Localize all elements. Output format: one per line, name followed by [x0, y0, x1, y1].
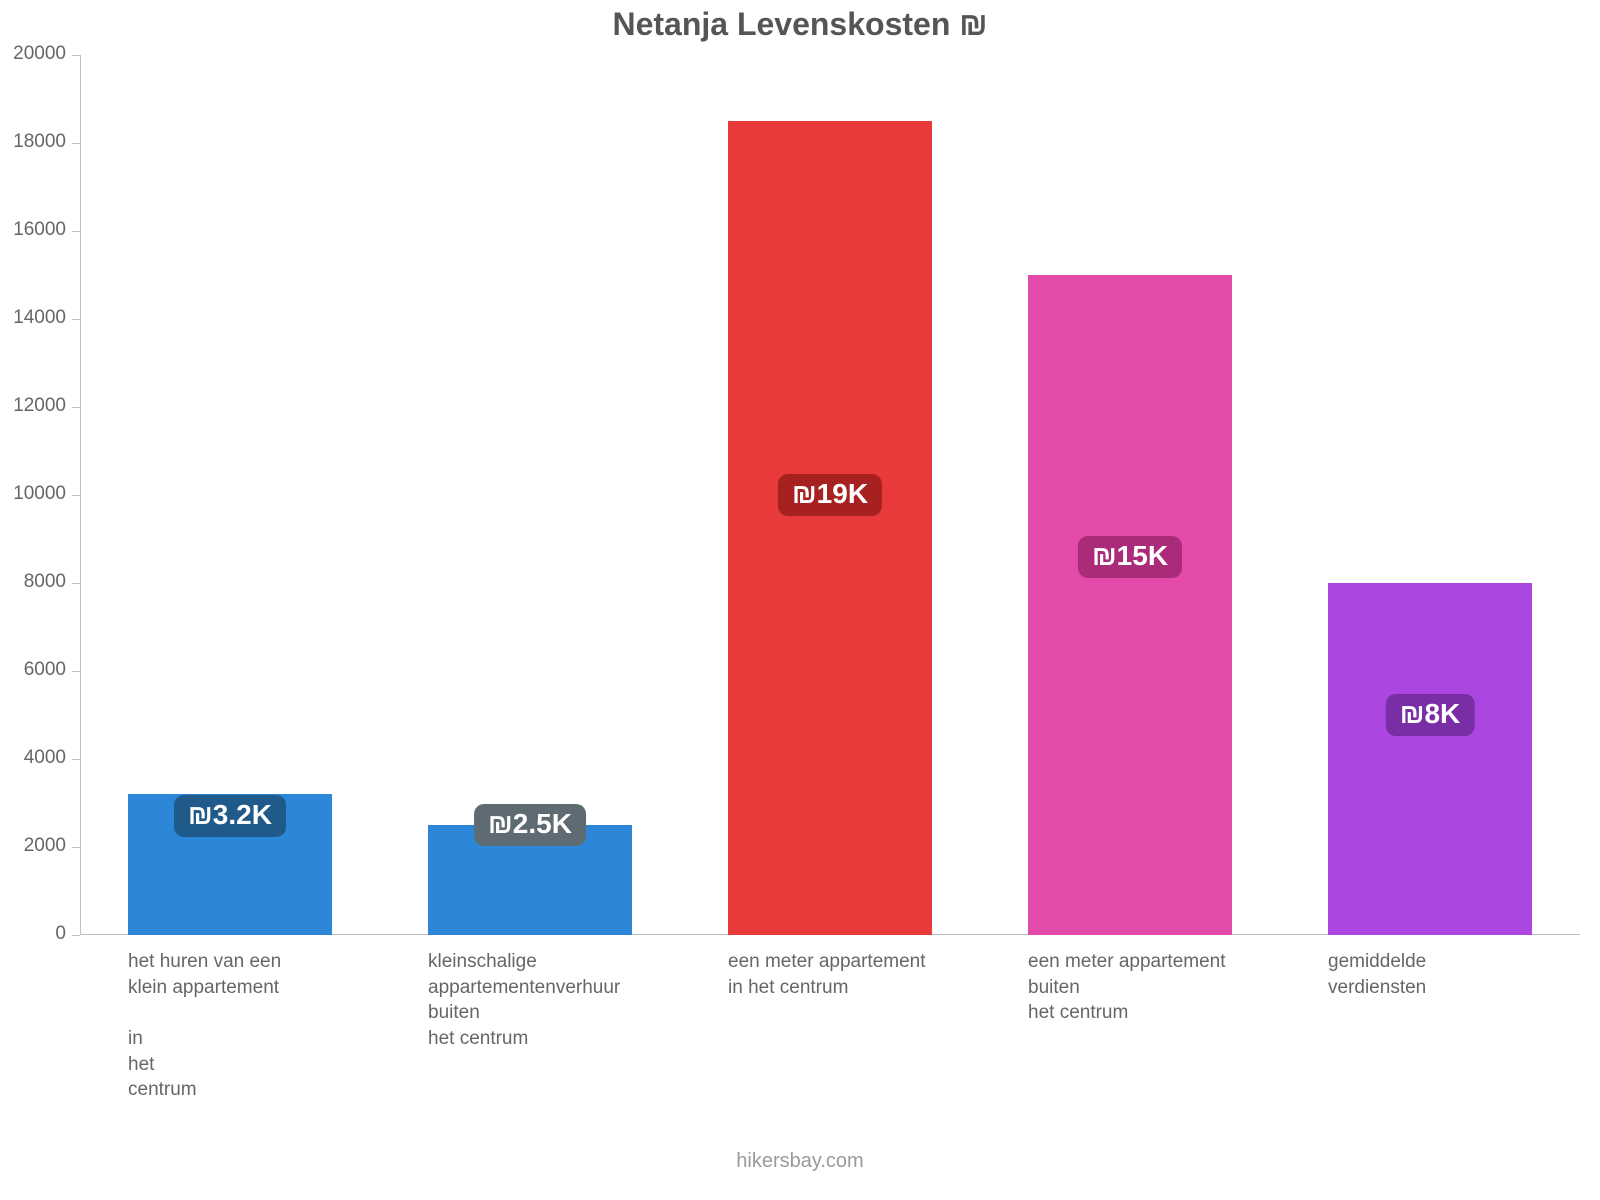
y-tick-label: 4000: [0, 747, 66, 769]
y-tick-mark: [72, 319, 80, 320]
y-tick-label: 8000: [0, 571, 66, 593]
plot-area: 0200040006000800010000120001400016000180…: [80, 55, 1580, 935]
y-tick-label: 6000: [0, 659, 66, 681]
y-tick-mark: [72, 55, 80, 56]
y-tick-mark: [72, 759, 80, 760]
bar: [1328, 583, 1532, 935]
bar: [1028, 275, 1232, 935]
y-tick-label: 16000: [0, 219, 66, 241]
y-tick-mark: [72, 407, 80, 408]
y-tick-mark: [72, 583, 80, 584]
value-badge: ₪3.2K: [174, 795, 286, 837]
y-tick-label: 14000: [0, 307, 66, 329]
bar: [728, 121, 932, 935]
chart-container: Netanja Levenskosten ₪ 02000400060008000…: [0, 0, 1600, 1200]
value-badge: ₪19K: [778, 474, 882, 516]
y-tick-label: 10000: [0, 483, 66, 505]
x-axis-label: het huren van een klein appartement in h…: [128, 949, 428, 1103]
y-axis-line: [80, 55, 81, 935]
chart-title: Netanja Levenskosten ₪: [0, 6, 1600, 43]
value-badge: ₪8K: [1386, 694, 1475, 736]
y-tick-label: 20000: [0, 43, 66, 65]
y-tick-mark: [72, 495, 80, 496]
y-tick-label: 2000: [0, 835, 66, 857]
y-tick-mark: [72, 847, 80, 848]
y-tick-mark: [72, 935, 80, 936]
y-tick-mark: [72, 231, 80, 232]
x-axis-label: gemiddelde verdiensten: [1328, 949, 1600, 1000]
value-badge: ₪15K: [1078, 536, 1182, 578]
y-tick-mark: [72, 671, 80, 672]
x-axis-label: een meter appartement buiten het centrum: [1028, 949, 1328, 1026]
y-tick-label: 18000: [0, 131, 66, 153]
value-badge: ₪2.5K: [474, 804, 586, 846]
y-tick-label: 0: [0, 923, 66, 945]
x-axis-label: een meter appartement in het centrum: [728, 949, 1028, 1000]
y-tick-mark: [72, 143, 80, 144]
y-tick-label: 12000: [0, 395, 66, 417]
chart-footer: hikersbay.com: [0, 1150, 1600, 1173]
x-axis-label: kleinschalige appartementenverhuur buite…: [428, 949, 728, 1052]
